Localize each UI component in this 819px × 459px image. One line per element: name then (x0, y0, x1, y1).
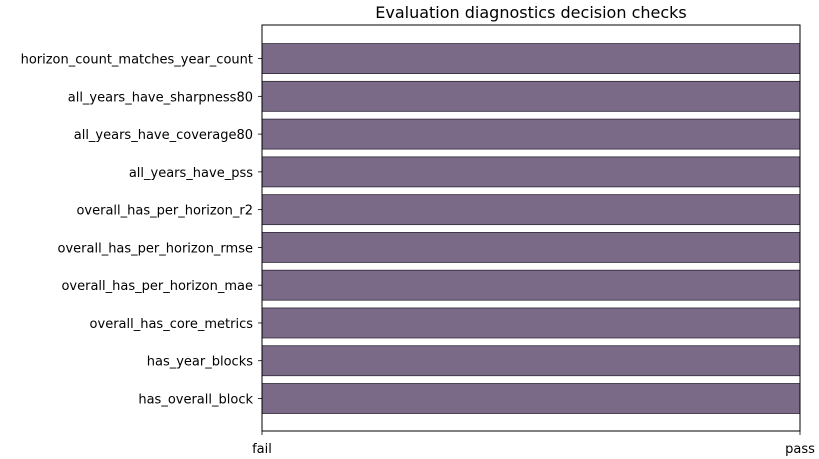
y-tick-labels: has_overall_block has_year_blocks overall_… (21, 53, 262, 408)
bar-overall-has-per-horizon-r2 (261, 194, 801, 226)
y-tick-label: all_years_have_coverage80 (74, 128, 253, 143)
y-tick-label: has_overall_block (138, 393, 253, 408)
y-tick-label: overall_has_core_metrics (90, 317, 254, 332)
bar-all-years-have-sharpness80 (261, 80, 801, 112)
y-tick-label: all_years_have_sharpness80 (68, 90, 253, 105)
y-tick-label: horizon_count_matches_year_count (21, 53, 253, 68)
bar-overall-has-per-horizon-rmse (261, 232, 801, 263)
bar-has-overall-block (261, 383, 801, 414)
bar-overall-has-per-horizon-mae (261, 269, 801, 301)
y-tick-label: overall_has_per_horizon_rmse (58, 241, 253, 256)
y-tick-label: overall_has_per_horizon_mae (61, 279, 253, 294)
x-tick-label: pass (785, 442, 815, 457)
y-tick-label: has_year_blocks (147, 355, 253, 370)
chart-title: Evaluation diagnostics decision checks (375, 3, 687, 22)
bars-group (261, 43, 801, 414)
y-tick-label: all_years_have_pss (129, 166, 253, 181)
bar-overall-has-core-metrics (261, 307, 801, 339)
x-tick-label: fail (252, 442, 272, 457)
plot-frame (261, 24, 801, 432)
y-tick-label: overall_has_per_horizon_r2 (76, 204, 253, 219)
bar-all-years-have-pss (261, 156, 801, 188)
bar-has-year-blocks (261, 345, 801, 377)
x-ticks: fail pass (252, 431, 815, 457)
bar-horizon-count-matches-year-count (261, 43, 801, 74)
bar-all-years-have-coverage80 (261, 118, 801, 150)
